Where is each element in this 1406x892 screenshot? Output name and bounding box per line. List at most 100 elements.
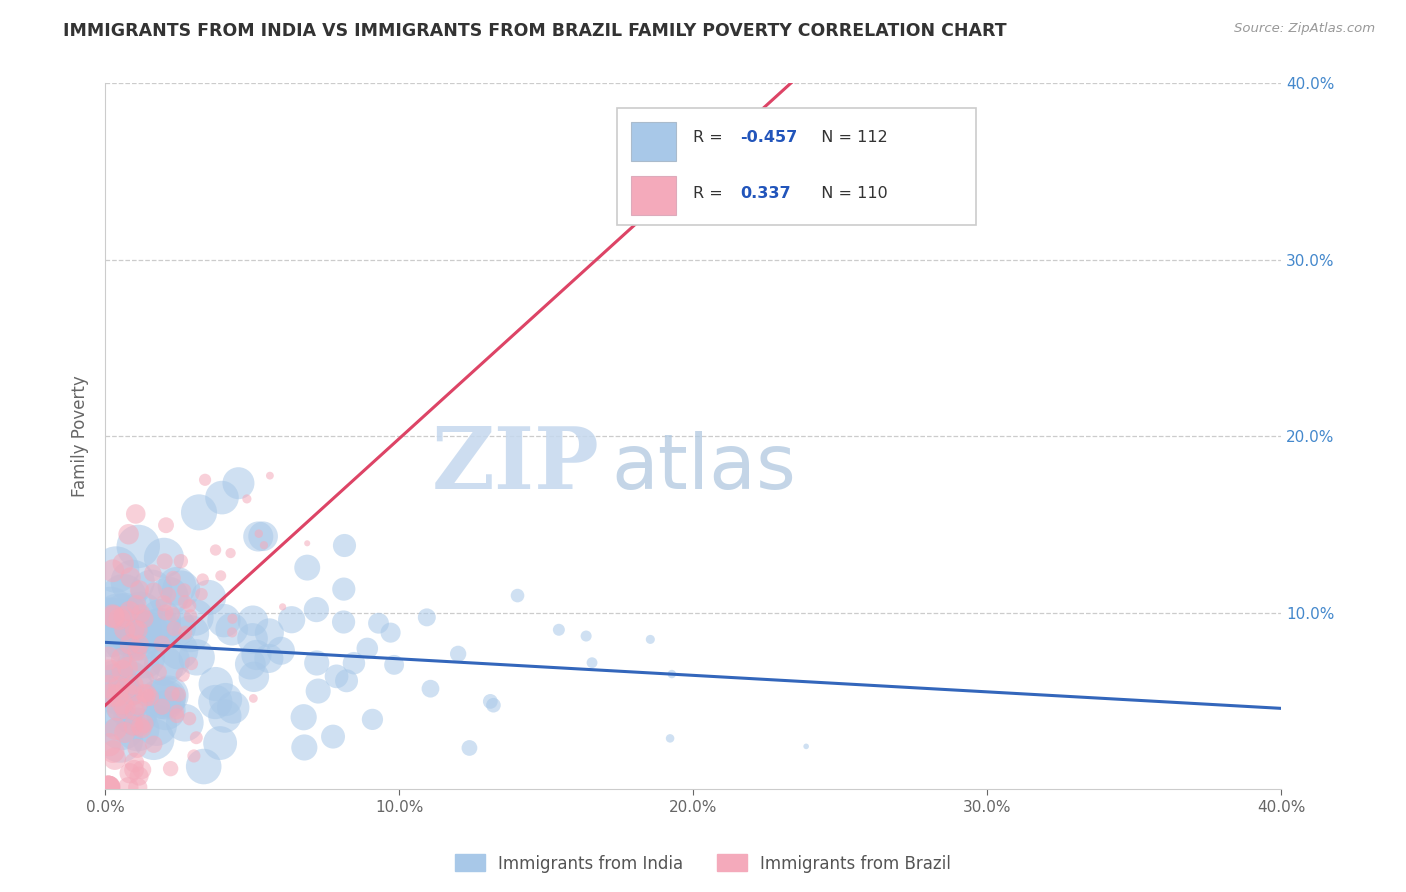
- Text: R =: R =: [693, 186, 728, 201]
- Point: [127, 780, 149, 795]
- Point: [122, 678, 145, 692]
- Point: [97, 614, 120, 628]
- Point: [170, 554, 193, 568]
- Point: [118, 766, 141, 780]
- Point: [166, 620, 188, 634]
- Point: [236, 491, 259, 506]
- Point: [204, 695, 226, 709]
- FancyBboxPatch shape: [631, 177, 676, 215]
- Point: [145, 718, 167, 732]
- Point: [157, 590, 180, 604]
- Point: [107, 703, 129, 717]
- Point: [127, 623, 149, 637]
- Point: [482, 698, 505, 713]
- Point: [221, 622, 243, 636]
- Point: [297, 560, 319, 574]
- Point: [114, 623, 136, 637]
- Point: [128, 655, 150, 669]
- Point: [127, 723, 149, 737]
- Point: [209, 568, 232, 582]
- Point: [361, 712, 384, 726]
- Point: [159, 762, 181, 776]
- Point: [125, 507, 148, 521]
- Point: [382, 657, 405, 672]
- Point: [271, 599, 294, 614]
- Point: [419, 681, 441, 696]
- Point: [132, 650, 155, 665]
- Point: [170, 582, 193, 597]
- Point: [149, 691, 172, 706]
- Point: [103, 610, 125, 624]
- Point: [160, 687, 183, 701]
- Point: [111, 697, 134, 711]
- Point: [253, 538, 276, 552]
- Point: [104, 676, 127, 690]
- Point: [162, 571, 184, 585]
- Point: [153, 658, 176, 673]
- Point: [356, 641, 378, 656]
- Point: [118, 604, 141, 618]
- Point: [142, 732, 165, 747]
- Text: IMMIGRANTS FROM INDIA VS IMMIGRANTS FROM BRAZIL FAMILY POVERTY CORRELATION CHART: IMMIGRANTS FROM INDIA VS IMMIGRANTS FROM…: [63, 22, 1007, 40]
- Point: [259, 626, 281, 640]
- Point: [166, 579, 188, 593]
- Point: [120, 570, 142, 584]
- Text: 0.337: 0.337: [741, 186, 792, 201]
- Point: [204, 543, 226, 558]
- Point: [193, 759, 215, 773]
- Point: [190, 587, 212, 601]
- Point: [163, 622, 186, 636]
- Text: -0.457: -0.457: [741, 129, 797, 145]
- Point: [134, 716, 156, 731]
- Point: [115, 695, 138, 709]
- Point: [142, 737, 165, 751]
- Point: [136, 625, 159, 640]
- Point: [333, 539, 356, 553]
- Point: [127, 741, 149, 756]
- Point: [212, 614, 235, 628]
- Point: [148, 622, 170, 636]
- Point: [155, 518, 177, 533]
- Text: N = 112: N = 112: [811, 129, 887, 145]
- Text: atlas: atlas: [612, 431, 796, 505]
- Point: [447, 647, 470, 661]
- Point: [661, 667, 683, 681]
- Point: [105, 689, 128, 703]
- Point: [252, 529, 274, 543]
- Point: [575, 629, 598, 643]
- Point: [148, 665, 170, 680]
- Point: [322, 730, 344, 744]
- Point: [221, 612, 243, 626]
- Point: [307, 684, 329, 698]
- Point: [97, 780, 120, 795]
- Point: [219, 546, 242, 560]
- Point: [118, 637, 141, 651]
- Point: [155, 703, 177, 717]
- Point: [128, 769, 150, 783]
- Point: [247, 526, 270, 541]
- Point: [117, 527, 139, 541]
- Point: [794, 739, 817, 754]
- Point: [129, 624, 152, 638]
- Point: [127, 540, 149, 554]
- Point: [166, 705, 188, 719]
- Point: [97, 680, 120, 694]
- Point: [242, 691, 264, 706]
- Point: [131, 722, 153, 736]
- Point: [179, 599, 201, 613]
- Point: [122, 763, 145, 777]
- Point: [127, 698, 149, 713]
- Point: [581, 656, 603, 670]
- Legend: Immigrants from India, Immigrants from Brazil: Immigrants from India, Immigrants from B…: [449, 847, 957, 880]
- Point: [98, 780, 121, 795]
- Point: [108, 732, 131, 747]
- Point: [172, 667, 194, 681]
- Point: [131, 763, 153, 777]
- Point: [153, 550, 176, 565]
- Point: [122, 625, 145, 640]
- Point: [155, 690, 177, 704]
- Point: [292, 710, 315, 724]
- Point: [257, 651, 280, 665]
- Point: [211, 491, 233, 505]
- Point: [155, 606, 177, 620]
